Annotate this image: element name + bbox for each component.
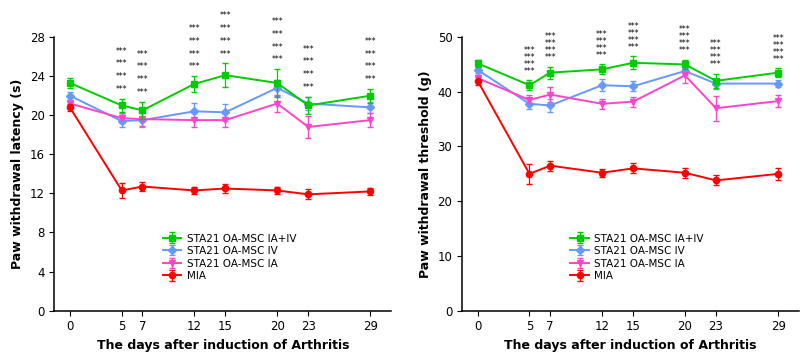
Text: ***: ***	[220, 12, 231, 20]
Text: ***: ***	[302, 83, 314, 92]
Text: ***: ***	[364, 62, 377, 71]
Text: ***: ***	[596, 44, 608, 53]
Text: ***: ***	[302, 57, 314, 66]
Text: ***: ***	[596, 51, 608, 60]
Text: ***: ***	[302, 45, 314, 54]
Legend: STA21 OA-MSC IA+IV, STA21 OA-MSC IV, STA21 OA-MSC IA, MIA: STA21 OA-MSC IA+IV, STA21 OA-MSC IV, STA…	[160, 232, 298, 284]
Y-axis label: Paw withdrawal threshold (g): Paw withdrawal threshold (g)	[419, 70, 432, 278]
Text: ***: ***	[137, 88, 148, 97]
Text: ***: ***	[679, 39, 691, 48]
Text: ***: ***	[627, 29, 639, 38]
Text: ***: ***	[627, 36, 639, 45]
Text: ***: ***	[679, 32, 691, 41]
Text: ***: ***	[544, 53, 556, 62]
Text: ***: ***	[189, 24, 200, 33]
Text: ***: ***	[220, 50, 231, 58]
Text: ***: ***	[627, 21, 639, 30]
Text: ***: ***	[773, 55, 784, 64]
Text: ***: ***	[220, 24, 231, 33]
Text: ***: ***	[679, 25, 691, 34]
Text: ***: ***	[773, 48, 784, 57]
Text: ***: ***	[137, 62, 148, 71]
Y-axis label: Paw withdrawal latency (s): Paw withdrawal latency (s)	[11, 79, 24, 269]
Text: ***: ***	[596, 30, 608, 39]
Text: ***: ***	[523, 67, 535, 76]
X-axis label: The days after induction of Arthritis: The days after induction of Arthritis	[96, 339, 349, 352]
Text: ***: ***	[627, 43, 639, 52]
Text: ***: ***	[773, 33, 784, 42]
Text: ***: ***	[710, 46, 722, 55]
Text: ***: ***	[544, 46, 556, 55]
Text: ***: ***	[116, 59, 127, 68]
Text: ***: ***	[773, 41, 784, 50]
Text: ***: ***	[710, 39, 722, 48]
Text: ***: ***	[271, 56, 283, 65]
Text: ***: ***	[596, 37, 608, 46]
Text: ***: ***	[271, 43, 283, 52]
Text: ***: ***	[116, 46, 127, 56]
Text: ***: ***	[189, 62, 200, 71]
Text: ***: ***	[679, 46, 691, 55]
Legend: STA21 OA-MSC IA+IV, STA21 OA-MSC IV, STA21 OA-MSC IA, MIA: STA21 OA-MSC IA+IV, STA21 OA-MSC IV, STA…	[569, 232, 706, 284]
Text: ***: ***	[364, 75, 377, 84]
Text: ***: ***	[544, 32, 556, 41]
Text: ***: ***	[523, 46, 535, 54]
Text: ***: ***	[544, 39, 556, 48]
Text: ***: ***	[116, 85, 127, 94]
Text: ***: ***	[271, 17, 283, 26]
Text: ***: ***	[137, 75, 148, 84]
Text: ***: ***	[710, 60, 722, 69]
Text: ***: ***	[220, 37, 231, 46]
Text: ***: ***	[189, 37, 200, 46]
Text: ***: ***	[116, 72, 127, 81]
Text: ***: ***	[523, 60, 535, 69]
Text: ***: ***	[271, 30, 283, 39]
Text: ***: ***	[189, 50, 200, 58]
X-axis label: The days after induction of Arthritis: The days after induction of Arthritis	[505, 339, 757, 352]
Text: ***: ***	[364, 37, 377, 46]
Text: ***: ***	[137, 50, 148, 58]
Text: ***: ***	[523, 53, 535, 62]
Text: ***: ***	[710, 53, 722, 62]
Text: ***: ***	[364, 50, 377, 58]
Text: ***: ***	[302, 70, 314, 79]
